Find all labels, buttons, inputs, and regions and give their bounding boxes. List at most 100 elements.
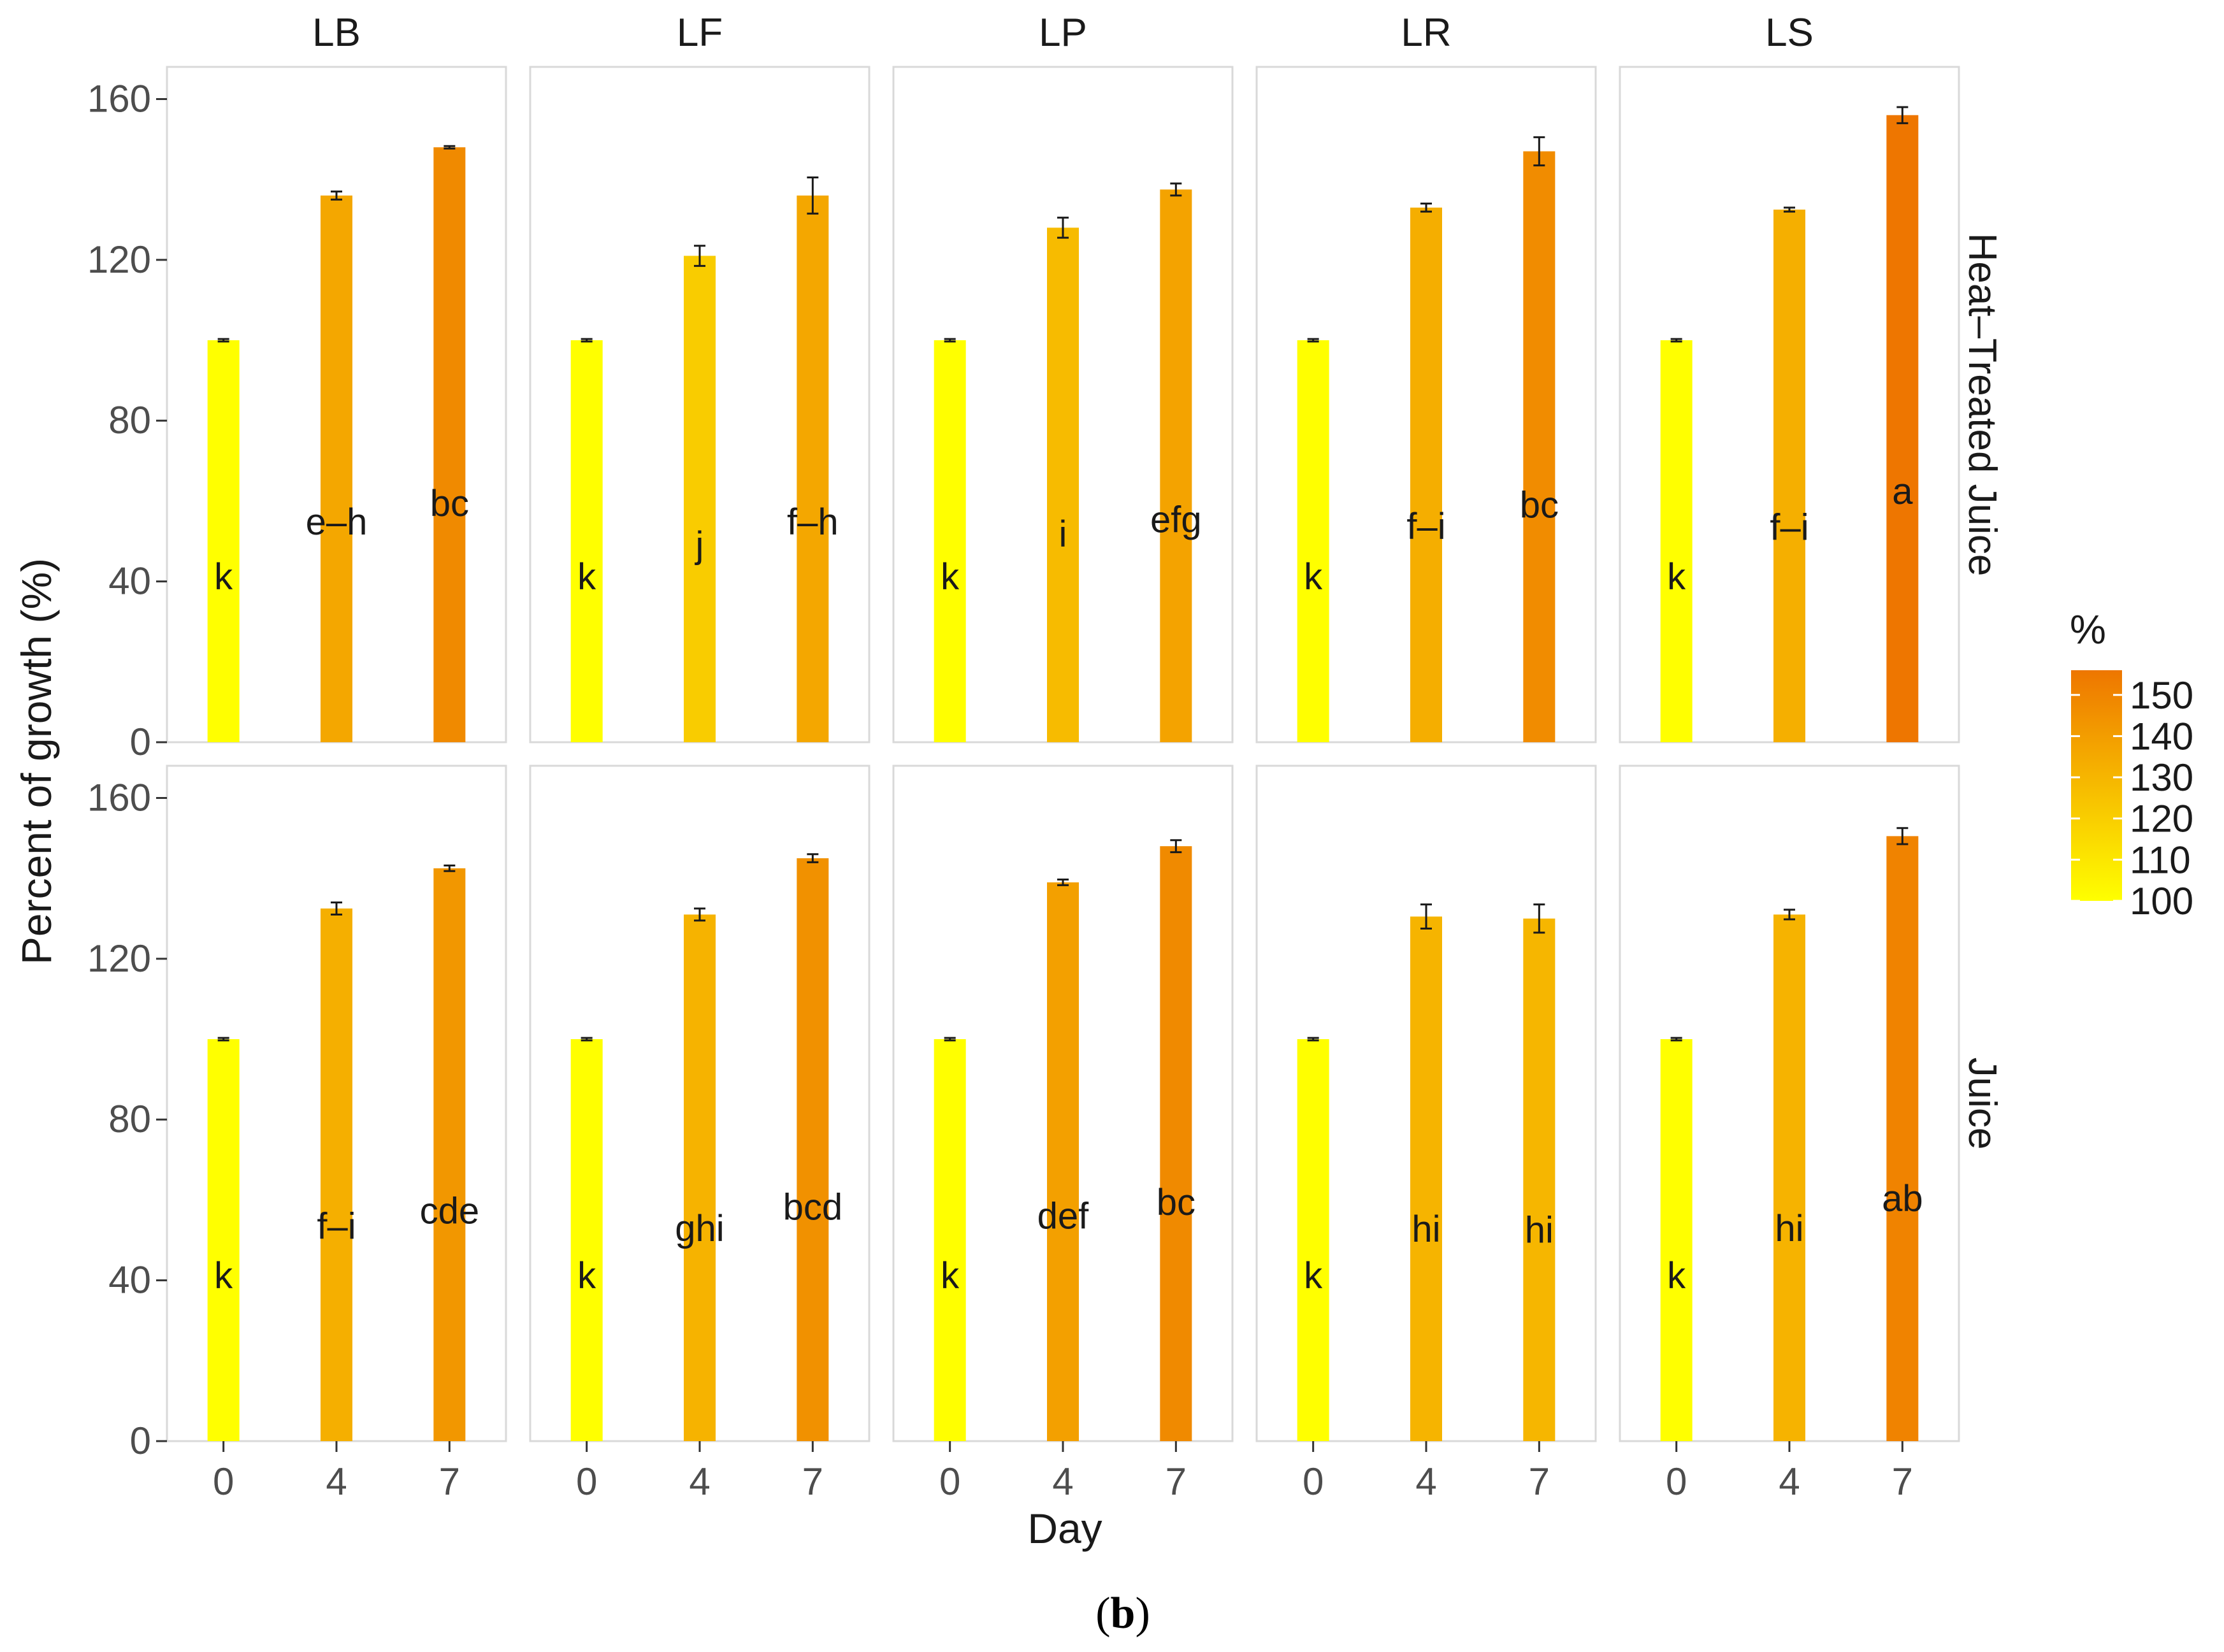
significance-letter: k	[1304, 1255, 1323, 1296]
legend-tick-label: 120	[2130, 798, 2193, 840]
significance-letter: bcd	[783, 1186, 843, 1228]
y-tick-label: 40	[108, 1259, 151, 1302]
panels-layer: k e–h bc k j f–h k i efg k f–i bc k f–i a k f–i cde k ghi bc…	[166, 66, 1960, 1442]
caption-close: )	[1135, 1589, 1150, 1638]
bar	[1160, 189, 1192, 742]
y-tick-label: 120	[87, 238, 151, 281]
y-tick-label: 160	[87, 776, 151, 819]
x-tick-label: 0	[939, 1460, 960, 1503]
y-tick-label: 80	[108, 1098, 151, 1140]
x-tick-label: 0	[1303, 1460, 1324, 1503]
legend-tick-label: 110	[2130, 838, 2191, 881]
y-axes: 0 40 80 120 160 0 40 80 120 160	[87, 77, 167, 1462]
panel-lr-heat-treated-juice: k f–i bc	[1255, 66, 1597, 743]
bar	[1410, 916, 1442, 1441]
y-axis-title: Percent of growth (%)	[13, 558, 60, 965]
significance-letter: hi	[1412, 1209, 1440, 1250]
x-tick-label: 0	[213, 1460, 234, 1503]
significance-letter: f–i	[317, 1205, 356, 1247]
caption-open: (	[1095, 1589, 1110, 1638]
y-tick-label: 120	[87, 937, 151, 980]
bar	[1297, 340, 1329, 742]
bar	[321, 195, 352, 742]
y-tick-label: 80	[108, 399, 151, 442]
significance-letter: k	[1304, 556, 1323, 598]
bar	[1886, 836, 1919, 1441]
bar	[321, 908, 352, 1441]
significance-letter: def	[1037, 1196, 1090, 1237]
panel-ls-heat-treated-juice: k f–i a	[1619, 66, 1960, 743]
strip-label-lb: LB	[312, 11, 361, 55]
significance-letter: f–i	[1770, 506, 1809, 548]
bar	[684, 255, 716, 742]
significance-letter: j	[695, 524, 704, 566]
bar	[1410, 207, 1442, 742]
caption-label: b	[1111, 1589, 1136, 1638]
bar	[1660, 340, 1693, 742]
panel-lp-juice: k def bc	[892, 765, 1234, 1442]
bar	[797, 195, 829, 742]
significance-letter: ab	[1882, 1178, 1923, 1219]
bar	[570, 340, 603, 742]
facet-strips: LB LF LP LR LS Heat–Treated Juice Juice	[312, 11, 2004, 1149]
x-axes: 0 4 7 0 4 7 0 4 7 0 4 7 0 4 7	[213, 1441, 1913, 1503]
x-tick-label: 7	[1529, 1460, 1550, 1503]
panel-lp-heat-treated-juice: k i efg	[892, 66, 1234, 743]
significance-letter: ghi	[675, 1208, 724, 1249]
x-tick-label: 7	[1166, 1460, 1187, 1503]
x-tick-label: 7	[802, 1460, 823, 1503]
x-tick-label: 4	[326, 1460, 347, 1503]
legend-title: %	[2070, 607, 2106, 652]
significance-letter: k	[214, 556, 233, 598]
x-tick-label: 4	[689, 1460, 710, 1503]
bar	[1660, 1039, 1693, 1441]
significance-letter: k	[1667, 556, 1686, 598]
bar	[1160, 846, 1192, 1441]
significance-letter: k	[577, 556, 596, 598]
bar	[433, 868, 466, 1441]
strip-label-row-1: Heat–Treated Juice	[1960, 233, 2004, 577]
significance-letter: e–h	[306, 501, 368, 543]
significance-letter: k	[941, 556, 960, 598]
significance-letter: hi	[1525, 1209, 1554, 1251]
bar	[1773, 209, 1805, 742]
significance-letter: i	[1059, 514, 1067, 555]
significance-letter: f–i	[1406, 506, 1445, 547]
significance-letter: bc	[1520, 485, 1559, 526]
strip-label-lf: LF	[677, 11, 723, 55]
strip-label-lr: LR	[1401, 11, 1451, 55]
bar	[934, 1039, 966, 1441]
y-tick-label: 0	[130, 1419, 151, 1462]
legend-tick-label: 140	[2130, 715, 2193, 758]
bar	[1523, 151, 1556, 742]
significance-letter: bc	[1157, 1182, 1195, 1223]
bar	[684, 914, 716, 1441]
bar	[797, 858, 829, 1441]
x-tick-label: 4	[1052, 1460, 1073, 1503]
panel-ls-juice: k hi ab	[1619, 765, 1960, 1442]
significance-letter: hi	[1775, 1208, 1803, 1249]
significance-letter: f–h	[787, 501, 839, 543]
bar	[1773, 914, 1805, 1441]
x-tick-label: 0	[1666, 1460, 1687, 1503]
significance-letter: k	[941, 1255, 960, 1296]
panel-lf-juice: k ghi bcd	[529, 765, 870, 1442]
legend-tick-label: 130	[2130, 756, 2193, 799]
x-tick-label: 7	[1892, 1460, 1913, 1503]
bar	[1047, 882, 1079, 1441]
significance-letter: bc	[430, 483, 469, 524]
panel-lf-heat-treated-juice: k j f–h	[529, 66, 870, 743]
panel-lb-juice: k f–i cde	[166, 765, 507, 1442]
panel-lb-heat-treated-juice: k e–h bc	[166, 66, 507, 743]
bar	[207, 340, 240, 742]
x-axis-title: Day	[1027, 1505, 1102, 1552]
strip-label-lp: LP	[1039, 11, 1087, 55]
bar	[1297, 1039, 1329, 1441]
x-tick-label: 4	[1415, 1460, 1436, 1503]
strip-label-row-2: Juice	[1960, 1058, 2004, 1150]
y-tick-label: 0	[130, 721, 151, 763]
legend-colorbar	[2071, 670, 2122, 901]
x-tick-label: 0	[576, 1460, 597, 1503]
